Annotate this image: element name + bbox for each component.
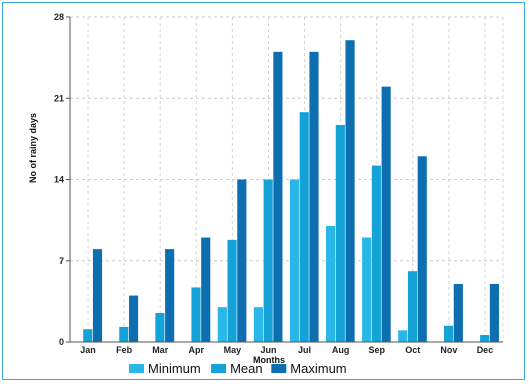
bar-maximum-jul (309, 51, 319, 342)
legend-swatch-maximum (271, 364, 287, 373)
x-tick-label: Sep (368, 345, 385, 355)
bar-minimum-oct (398, 330, 408, 342)
x-tick-label: Jan (80, 345, 96, 355)
chart-frame: 0 7 14 21 28 Jan Feb Mar Apr May Jun Jul Aug Sep Oct N… (2, 2, 525, 380)
y-ticks: 0 7 14 21 28 (54, 12, 70, 347)
bar-maximum-jun (273, 51, 283, 342)
bar-maximum-may (237, 179, 247, 342)
bar-mean-nov (444, 325, 454, 342)
x-ticks: Jan Feb Mar Apr May Jun Jul Aug Sep Oct Nov Dec (80, 345, 493, 355)
bar-maximum-dec (489, 283, 499, 342)
bar-minimum-may (217, 307, 227, 342)
y-tick-label: 14 (54, 175, 64, 185)
legend-label-minimum: Minimum (148, 361, 201, 376)
rainy-days-chart: 0 7 14 21 28 Jan Feb Mar Apr May Jun Jul Aug Sep Oct N… (28, 12, 504, 376)
legend-label-mean: Mean (230, 361, 263, 376)
legend-label-maximum: Maximum (290, 361, 346, 376)
x-tick-label: Aug (332, 345, 350, 355)
y-tick-label: 28 (54, 12, 64, 22)
bar-maximum-apr (201, 237, 211, 342)
bar-minimum-jun (253, 307, 263, 342)
y-tick-label: 0 (59, 337, 64, 347)
legend-swatch-mean (211, 364, 227, 373)
bar-mean-aug (335, 124, 345, 342)
x-tick-label: Oct (405, 345, 420, 355)
y-axis-title: No of rainy days (28, 113, 38, 183)
bar-mean-oct (407, 271, 418, 342)
y-tick-label: 21 (54, 93, 64, 103)
y-tick-label: 7 (59, 256, 64, 266)
bar-maximum-sep (381, 86, 391, 343)
bar-mean-sep (371, 165, 381, 342)
bar-maximum-jan (92, 249, 103, 342)
bars (83, 40, 499, 343)
x-tick-label: Feb (116, 345, 133, 355)
x-tick-label: Nov (440, 345, 457, 355)
bar-minimum-jul (289, 179, 300, 342)
bar-mean-feb (119, 326, 129, 342)
bar-minimum-aug (326, 225, 336, 342)
x-tick-label: Jul (298, 345, 311, 355)
x-tick-label: Dec (477, 345, 494, 355)
legend: Minimum Mean Maximum (129, 361, 347, 376)
x-tick-label: Jun (260, 345, 276, 355)
bar-mean-may (227, 239, 237, 342)
x-tick-label: Mar (152, 345, 169, 355)
legend-swatch-minimum (129, 364, 144, 373)
bar-maximum-aug (345, 40, 355, 342)
bar-mean-mar (155, 312, 165, 342)
bar-mean-jun (263, 179, 273, 342)
x-tick-label: Apr (189, 345, 205, 355)
x-axis-title: Months (253, 355, 285, 365)
bar-mean-apr (191, 287, 201, 342)
bar-maximum-nov (453, 283, 463, 342)
bar-mean-dec (480, 335, 490, 342)
bar-mean-jan (83, 329, 93, 342)
bar-mean-jul (299, 112, 309, 342)
bar-minimum-sep (362, 237, 372, 342)
bar-maximum-mar (165, 249, 175, 342)
x-tick-label: May (224, 345, 242, 355)
bar-maximum-oct (417, 156, 427, 342)
bar-maximum-feb (128, 295, 139, 342)
